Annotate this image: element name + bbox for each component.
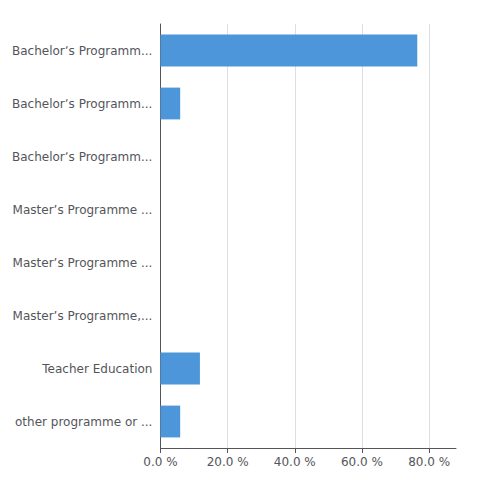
svg-text:Master’s Programme ...: Master’s Programme ...	[13, 203, 153, 217]
svg-text:20.0 %: 20.0 %	[207, 455, 249, 469]
svg-text:other programme or ...: other programme or ...	[15, 415, 152, 429]
svg-text:Master’s Programme,...: Master’s Programme,...	[13, 309, 153, 323]
svg-text:Master’s Programme ...: Master’s Programme ...	[13, 256, 153, 270]
svg-text:Bachelorʼs Programm...: Bachelorʼs Programm...	[12, 44, 152, 58]
svg-text:80.0 %: 80.0 %	[408, 455, 450, 469]
svg-text:Teacher Education: Teacher Education	[41, 362, 152, 376]
svg-text:40.0 %: 40.0 %	[274, 455, 316, 469]
svg-text:0.0 %: 0.0 %	[143, 455, 177, 469]
svg-text:60.0 %: 60.0 %	[341, 455, 383, 469]
svg-text:Bachelorʼs Programm...: Bachelorʼs Programm...	[12, 97, 152, 111]
svg-text:Bachelorʼs Programm...: Bachelorʼs Programm...	[12, 150, 152, 164]
